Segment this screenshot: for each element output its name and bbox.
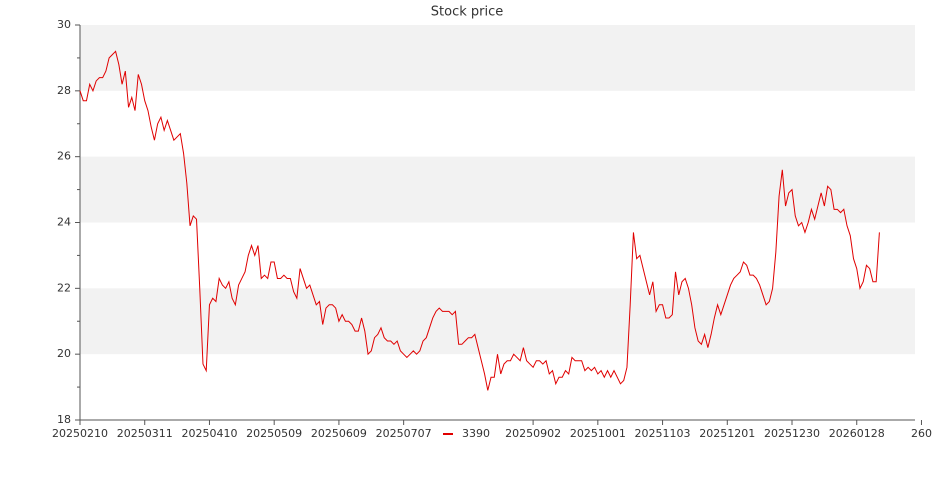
x-tick-label: 260 (911, 427, 932, 440)
line (79, 50, 880, 391)
y-tick-label: 24 (57, 216, 71, 229)
y-tick-label: 26 (57, 150, 71, 163)
y-tick-label: 28 (57, 84, 71, 97)
x-tick-label: 20251103 (635, 427, 691, 440)
legend: 3390 (436, 425, 496, 443)
grid-band (80, 288, 915, 355)
x-tick-label: 20250410 (181, 427, 237, 440)
x-tick-label: 20250311 (117, 427, 173, 440)
legend-box (436, 425, 496, 443)
x-tick-label: 20250609 (311, 427, 367, 440)
x-tick-label: 20250509 (246, 427, 302, 440)
x-tick-label: 20250707 (376, 427, 432, 440)
x-tick-label: 20250902 (505, 427, 561, 440)
chart-title: Stock price (431, 5, 503, 20)
grid-band (80, 25, 915, 91)
x-tick-label: 20251201 (699, 427, 755, 440)
x-tick-label: 20251001 (570, 427, 626, 440)
y-tick-label: 30 (57, 18, 71, 31)
y-tick-label: 22 (57, 281, 71, 294)
x-tick-label: 20260128 (829, 427, 885, 440)
grid-band (80, 156, 915, 223)
legend-label: 3390 (462, 427, 490, 440)
x-tick-label: 20250210 (52, 427, 108, 440)
y-tick-label: 20 (57, 347, 71, 360)
x-tick-label: 20251230 (764, 427, 820, 440)
y-tick-label: 18 (57, 413, 71, 426)
